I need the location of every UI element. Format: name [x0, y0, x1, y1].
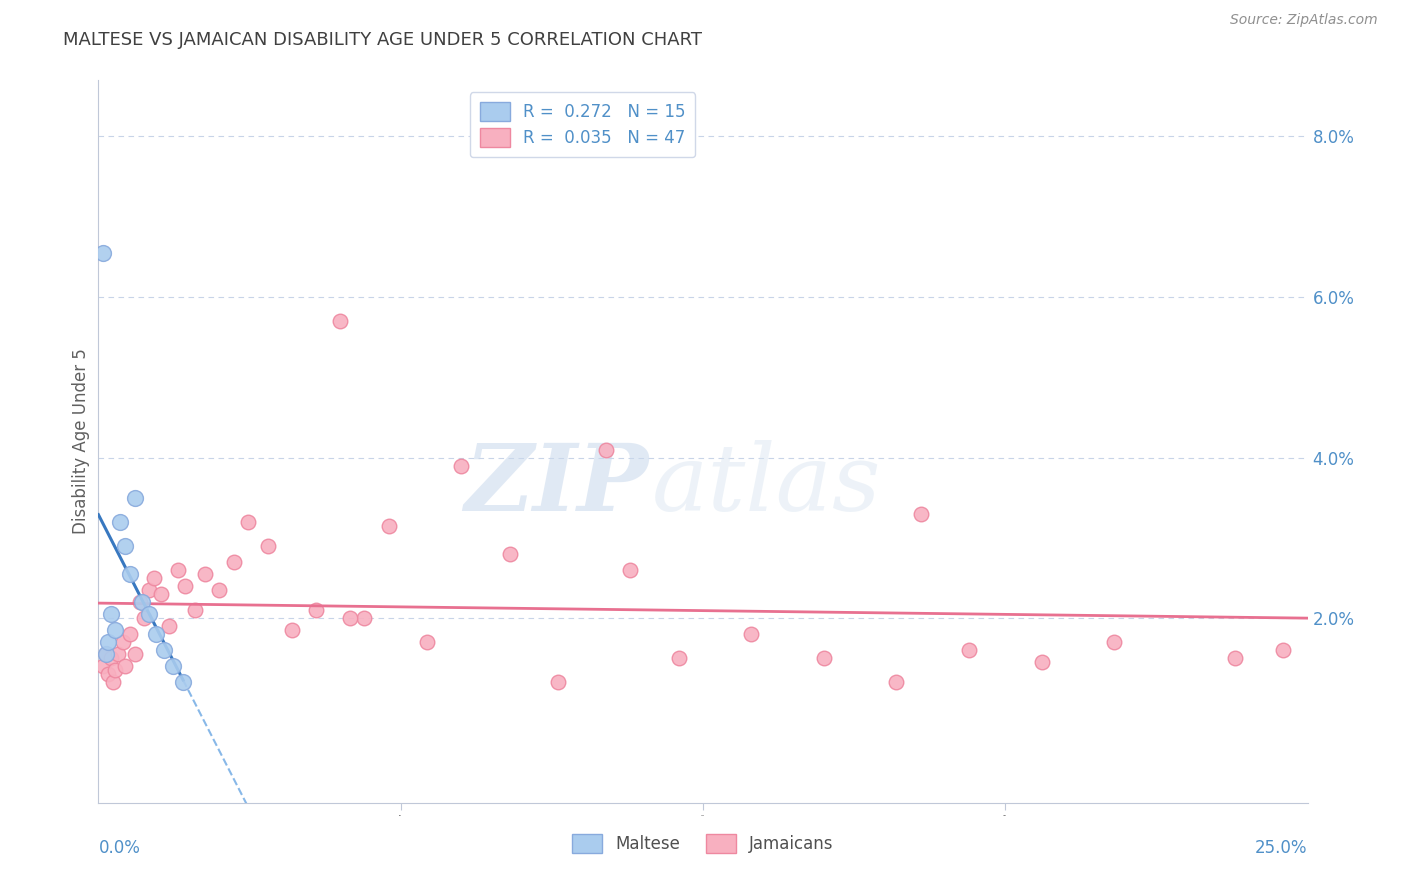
Point	[416, 635, 439, 649]
Point	[547, 675, 569, 690]
Text: MALTESE VS JAMAICAN DISABILITY AGE UNDER 5 CORRELATION CHART: MALTESE VS JAMAICAN DISABILITY AGE UNDER…	[63, 31, 702, 49]
Point	[100, 651, 122, 665]
Point	[104, 664, 127, 678]
Point	[114, 539, 136, 553]
Point	[172, 675, 194, 690]
Point	[184, 603, 207, 617]
Point	[910, 507, 932, 521]
Point	[97, 635, 120, 649]
Point	[131, 595, 153, 609]
Point	[305, 603, 328, 617]
Point	[157, 619, 180, 633]
Point	[194, 567, 217, 582]
Point	[668, 651, 690, 665]
Text: ZIP: ZIP	[464, 440, 648, 530]
Point	[813, 651, 835, 665]
Point	[118, 627, 141, 641]
Point	[329, 314, 352, 328]
Point	[619, 563, 641, 577]
Point	[118, 567, 141, 582]
Point	[101, 675, 124, 690]
Point	[256, 539, 278, 553]
Point	[114, 659, 136, 673]
Point	[124, 491, 146, 505]
Point	[107, 648, 129, 662]
Point	[94, 648, 117, 662]
Text: atlas: atlas	[652, 440, 882, 530]
Point	[97, 667, 120, 681]
Point	[1223, 651, 1246, 665]
Point	[143, 571, 166, 585]
Text: 25.0%: 25.0%	[1256, 838, 1308, 857]
Point	[238, 515, 260, 529]
Point	[174, 579, 197, 593]
Y-axis label: Disability Age Under 5: Disability Age Under 5	[72, 349, 90, 534]
Point	[339, 611, 361, 625]
Point	[128, 595, 150, 609]
Point	[281, 623, 304, 637]
Point	[1272, 643, 1295, 657]
Text: 0.0%: 0.0%	[98, 838, 141, 857]
Point	[124, 648, 146, 662]
Point	[104, 623, 127, 637]
Point	[1102, 635, 1125, 649]
Point	[222, 555, 245, 569]
Point	[740, 627, 762, 641]
Point	[162, 659, 184, 673]
Point	[150, 587, 173, 601]
Point	[957, 643, 980, 657]
Point	[145, 627, 167, 641]
Point	[595, 442, 617, 457]
Point	[108, 515, 131, 529]
Point	[138, 583, 160, 598]
Point	[498, 547, 520, 561]
Legend: Maltese, Jamaicans: Maltese, Jamaicans	[565, 827, 841, 860]
Point	[450, 458, 472, 473]
Point	[377, 519, 399, 533]
Point	[1031, 655, 1053, 669]
Point	[167, 563, 190, 577]
Point	[91, 659, 114, 673]
Point	[134, 611, 156, 625]
Text: Source: ZipAtlas.com: Source: ZipAtlas.com	[1230, 13, 1378, 28]
Point	[138, 607, 160, 622]
Point	[111, 635, 134, 649]
Point	[94, 648, 117, 662]
Point	[91, 246, 114, 260]
Point	[152, 643, 174, 657]
Point	[886, 675, 908, 690]
Point	[353, 611, 375, 625]
Point	[100, 607, 122, 622]
Point	[208, 583, 231, 598]
